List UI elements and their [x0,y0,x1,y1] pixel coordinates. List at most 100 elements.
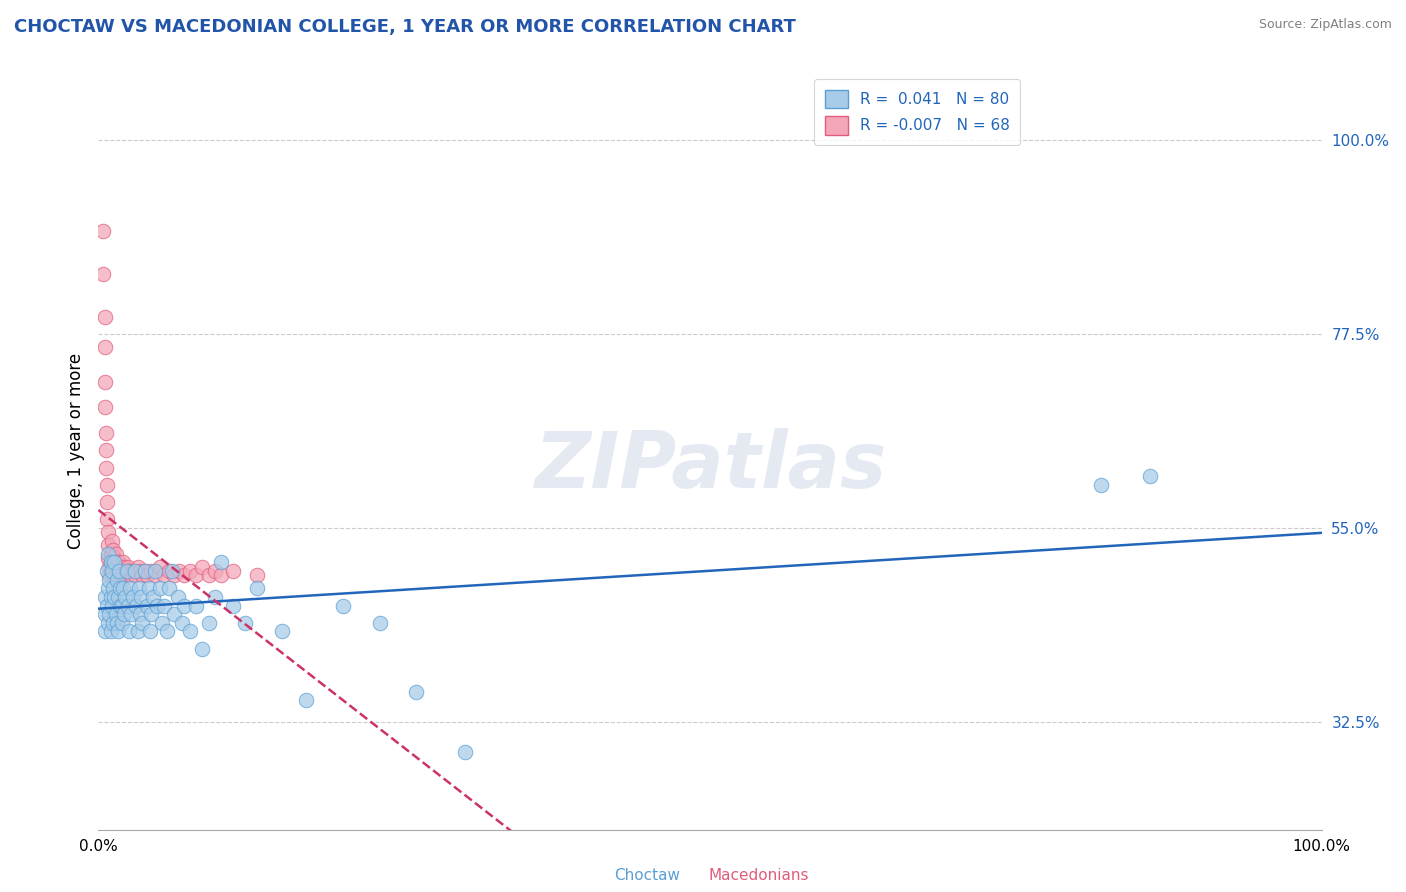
Point [246,582,269,596]
Point [209,568,232,582]
Point [146,599,169,613]
Point [110,573,132,587]
Text: Macedonians: Macedonians [709,868,810,883]
Point [143,564,166,578]
Point [110,564,132,578]
Point [93,624,115,639]
Point [127,559,149,574]
Point [139,564,162,578]
Point [143,568,166,582]
Point [101,559,124,574]
Point [97,615,120,630]
Point [108,556,131,570]
Point [96,599,118,613]
Point [117,559,139,574]
Point [98,559,121,574]
Point [1090,478,1112,492]
Point [112,607,135,622]
Point [186,599,208,613]
Point [97,551,120,566]
Point [93,375,115,389]
Text: ZIPatlas: ZIPatlas [534,427,886,504]
Point [101,582,124,596]
Point [100,547,122,561]
Point [222,564,245,578]
Point [170,615,193,630]
Point [111,559,134,574]
Point [197,568,219,582]
Point [93,401,115,415]
Point [101,568,124,582]
Point [104,559,127,574]
Point [117,599,139,613]
Point [104,547,127,561]
Point [101,533,124,548]
Point [179,564,201,578]
Legend: R =  0.041   N = 80, R = -0.007   N = 68: R = 0.041 N = 80, R = -0.007 N = 68 [814,79,1021,145]
Point [94,443,117,458]
Point [101,542,124,557]
Point [96,512,118,526]
Point [107,590,129,604]
Point [103,564,125,578]
Point [204,564,226,578]
Point [111,615,134,630]
Point [111,582,134,596]
Point [121,564,143,578]
Point [191,641,214,656]
Text: Choctaw: Choctaw [614,868,679,883]
Point [108,564,131,578]
Point [97,525,120,540]
Point [107,568,129,582]
Point [139,624,162,639]
Point [100,556,122,570]
Point [118,564,141,578]
Point [112,559,135,574]
Point [93,607,115,622]
Point [98,607,121,622]
Point [139,607,162,622]
Point [110,599,132,613]
Point [104,607,127,622]
Point [111,599,134,613]
Point [127,624,149,639]
Point [136,599,159,613]
Point [128,582,150,596]
Point [103,551,125,566]
Point [94,426,117,441]
Point [97,538,120,552]
Point [124,568,146,582]
Point [96,564,118,578]
Text: Source: ZipAtlas.com: Source: ZipAtlas.com [1258,18,1392,31]
Point [97,547,120,561]
Point [114,590,136,604]
Point [111,556,134,570]
Point [94,460,117,475]
Point [156,624,179,639]
Point [204,590,226,604]
Point [167,590,190,604]
Point [101,599,124,613]
Point [1139,469,1161,483]
Point [233,615,256,630]
Point [173,568,195,582]
Point [93,340,115,354]
Point [368,615,391,630]
Point [209,556,232,570]
Point [105,615,128,630]
Point [405,684,427,698]
Point [105,568,128,582]
Point [138,582,160,596]
Point [91,224,114,238]
Point [120,607,142,622]
Point [101,556,124,570]
Point [454,745,477,759]
Point [197,615,219,630]
Point [96,478,118,492]
Point [167,564,190,578]
Text: CHOCTAW VS MACEDONIAN COLLEGE, 1 YEAR OR MORE CORRELATION CHART: CHOCTAW VS MACEDONIAN COLLEGE, 1 YEAR OR… [14,18,796,36]
Point [129,564,152,578]
Point [136,568,159,582]
Point [100,624,122,639]
Point [142,590,165,604]
